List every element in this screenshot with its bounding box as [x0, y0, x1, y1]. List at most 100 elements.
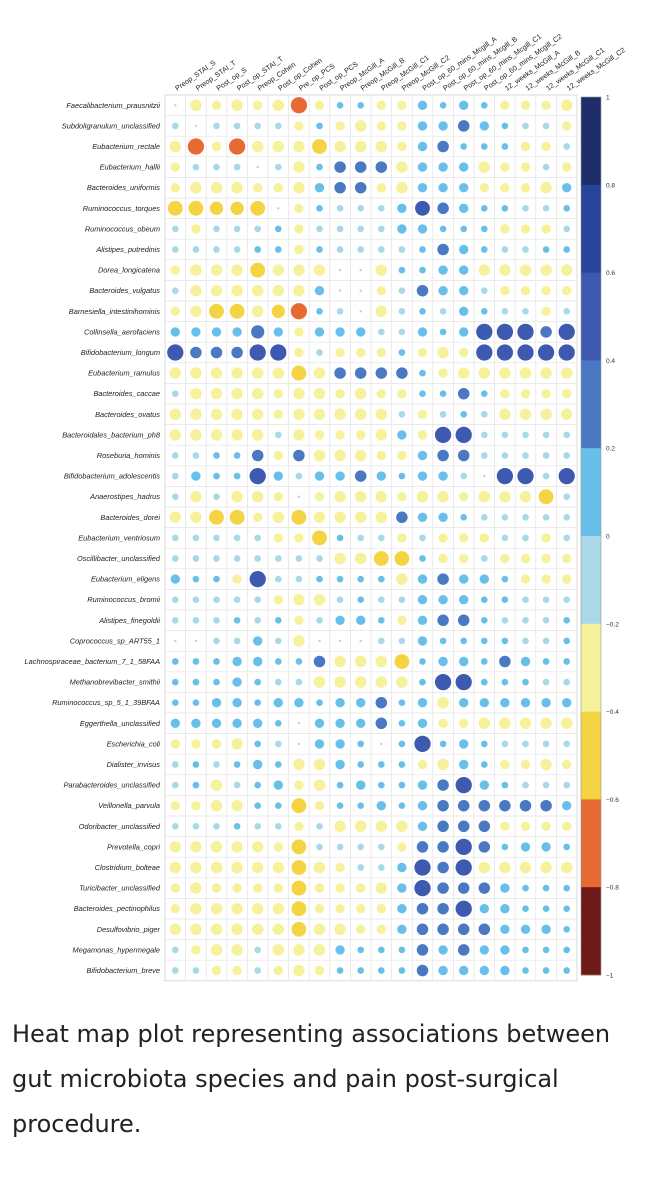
heatmap-dot — [169, 861, 182, 874]
heatmap-dot — [274, 431, 282, 439]
heatmap-dot — [316, 616, 323, 624]
heatmap-dot — [251, 140, 264, 153]
heatmap-dot — [460, 410, 468, 418]
heatmap-dot — [233, 555, 241, 562]
heatmap-dot — [190, 882, 202, 894]
heatmap-dot — [419, 246, 426, 253]
heatmap-dot — [210, 264, 223, 276]
heatmap-dot — [290, 303, 308, 320]
heatmap-dot — [417, 615, 428, 625]
heatmap-dot — [354, 676, 367, 688]
heatmap-dot — [316, 555, 323, 562]
heatmap-dot — [295, 658, 303, 665]
heatmap-dot — [437, 902, 449, 915]
heatmap-dot — [335, 718, 345, 728]
heatmap-dot — [294, 203, 304, 213]
heatmap-dot — [459, 306, 469, 316]
heatmap-dot — [335, 471, 345, 481]
row-label: Eubacterium_rectale — [92, 142, 160, 151]
heatmap-dot — [519, 490, 532, 503]
heatmap-dot — [419, 678, 426, 686]
heatmap-dot — [520, 389, 531, 399]
heatmap-dot — [334, 923, 346, 936]
heatmap-dot — [316, 122, 323, 130]
heatmap-dot — [398, 266, 406, 274]
heatmap-dot — [356, 904, 366, 914]
heatmap-dot — [229, 303, 245, 319]
heatmap-dot — [174, 104, 177, 107]
heatmap-dot — [562, 121, 572, 131]
heatmap-dot — [380, 742, 383, 746]
heatmap-dot — [272, 902, 285, 915]
heatmap-dot — [335, 904, 345, 914]
heatmap-dot — [480, 204, 488, 212]
heatmap-dot — [459, 327, 469, 337]
heatmap-dot — [459, 533, 469, 543]
heatmap-dot — [274, 637, 282, 645]
heatmap-dot — [336, 225, 344, 233]
heatmap-dot — [274, 822, 282, 830]
heatmap-dot — [397, 100, 407, 110]
heatmap-dot — [376, 389, 386, 399]
heatmap-dot — [397, 430, 407, 440]
heatmap-dot — [191, 224, 201, 234]
heatmap-dot — [540, 367, 552, 379]
heatmap-dot — [542, 122, 550, 130]
heatmap-dot — [438, 533, 448, 543]
heatmap-dot — [541, 389, 551, 399]
heatmap-dot — [233, 472, 241, 480]
heatmap-dot — [254, 967, 262, 974]
heatmap-dot — [313, 593, 326, 606]
heatmap-dot — [192, 596, 200, 604]
heatmap-dot — [357, 225, 365, 233]
row-label: Ruminococcus_torques — [83, 204, 161, 213]
row-label: Subdoligranulum_unclassified — [62, 121, 161, 130]
row-label: Eubacterium_eligens — [91, 575, 160, 584]
heatmap-dot — [314, 327, 325, 337]
heatmap-dot — [439, 307, 447, 315]
heatmap-dot — [271, 304, 285, 318]
heatmap-dot — [499, 799, 511, 812]
heatmap-dot — [438, 162, 448, 172]
heatmap-dot — [438, 471, 448, 481]
heatmap-dot — [253, 183, 263, 193]
heatmap-dot — [459, 718, 469, 728]
heatmap-dot — [457, 923, 470, 936]
heatmap-dot — [336, 307, 344, 315]
heatmap-dot — [376, 801, 386, 811]
heatmap-dot — [562, 759, 572, 770]
heatmap-dot — [274, 740, 282, 748]
heatmap-dot — [171, 596, 179, 604]
heatmap-dot — [540, 799, 552, 812]
heatmap-dot — [210, 346, 223, 359]
heatmap-dot — [233, 616, 241, 624]
heatmap-dot — [377, 946, 385, 954]
heatmap-dot — [496, 323, 514, 341]
heatmap-dot — [480, 513, 488, 521]
heatmap-dot — [291, 860, 307, 875]
colorbar-tick-label: 0.2 — [606, 446, 615, 453]
heatmap-dot — [542, 678, 550, 686]
heatmap-dot — [500, 553, 510, 564]
heatmap-dot — [273, 698, 283, 708]
heatmap-dot — [375, 264, 388, 276]
heatmap-dot — [376, 100, 386, 110]
heatmap-dot — [396, 573, 408, 585]
heatmap-dot — [354, 367, 367, 379]
heatmap-dot — [335, 883, 345, 893]
heatmap-dot — [274, 225, 282, 233]
heatmap-dot — [253, 512, 263, 522]
heatmap-dot — [314, 100, 325, 110]
heatmap-dot — [457, 367, 470, 379]
heatmap-dot — [563, 884, 571, 892]
row-label: Faecalibacterium_prausnitzii — [66, 101, 160, 110]
heatmap-dot — [169, 841, 182, 853]
heatmap-dot — [541, 574, 551, 584]
heatmap-dot — [356, 883, 366, 893]
heatmap-dot — [459, 492, 469, 502]
heatmap-dot — [171, 452, 179, 459]
heatmap-dot — [375, 882, 388, 894]
heatmap-dot — [254, 740, 262, 748]
heatmap-dot — [434, 673, 452, 691]
heatmap-dot — [478, 717, 491, 730]
